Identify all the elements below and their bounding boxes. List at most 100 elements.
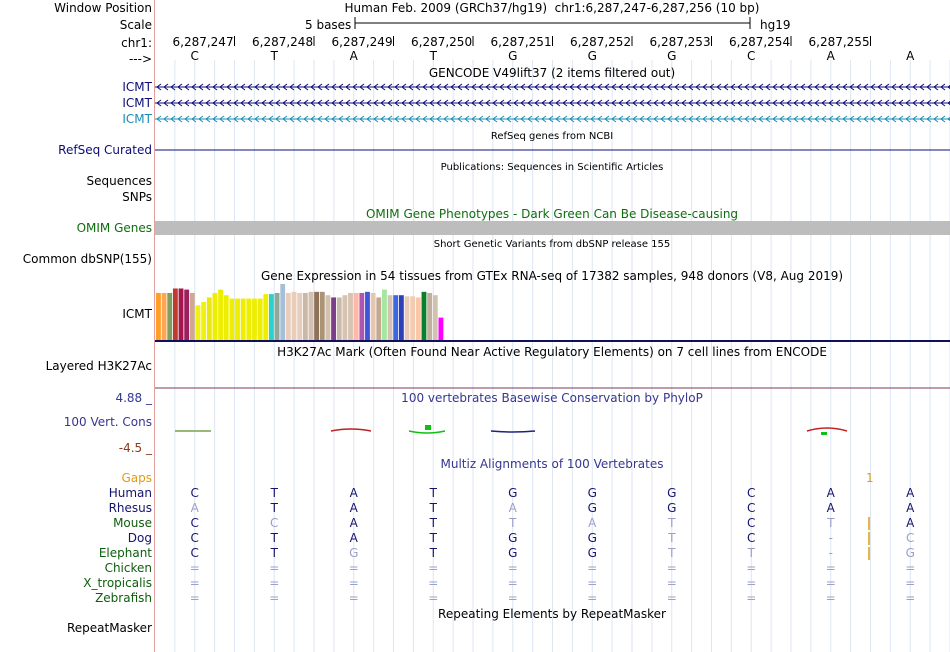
gtex-tissue-bar bbox=[195, 305, 201, 340]
alignment-base: - bbox=[828, 546, 833, 560]
multiz-track-title: Multiz Alignments of 100 Vertebrates bbox=[440, 457, 664, 471]
dbsnp-track-label[interactable]: Common dbSNP(155) bbox=[22, 252, 152, 266]
gencode-strand-arrows bbox=[156, 115, 950, 123]
alignment-base: = bbox=[587, 561, 598, 575]
gencode-strand-arrows bbox=[156, 83, 950, 91]
snps-track-label[interactable]: SNPs bbox=[122, 190, 152, 204]
alignment-base: G bbox=[667, 486, 677, 500]
alignment-base: A bbox=[190, 501, 199, 515]
alignment-base: = bbox=[825, 591, 836, 605]
gtex-tissue-bar bbox=[285, 292, 291, 340]
gtex-tissue-bar bbox=[189, 292, 195, 340]
gtex-tissue-bar bbox=[212, 292, 218, 340]
alignment-base: = bbox=[825, 561, 836, 575]
phylop-track-title: 100 vertebrates Basewise Conservation by… bbox=[401, 391, 703, 405]
reference-base: T bbox=[270, 49, 278, 63]
gaps-label: Gaps bbox=[121, 471, 152, 485]
species-label[interactable]: Chicken bbox=[104, 561, 152, 575]
species-label[interactable]: Human bbox=[108, 486, 152, 500]
reference-base: C bbox=[747, 49, 756, 63]
gaps-count: 1 bbox=[866, 471, 874, 485]
position-label: 6,287,248 bbox=[252, 35, 314, 49]
alignment-base: A bbox=[349, 501, 358, 515]
alignment-base: T bbox=[509, 516, 517, 530]
gtex-tissue-bar bbox=[438, 317, 444, 340]
alignment-base: = bbox=[746, 576, 757, 590]
alignment-base: = bbox=[666, 561, 677, 575]
alignment-base: = bbox=[587, 591, 598, 605]
alignment-base: = bbox=[348, 576, 359, 590]
reference-base: G bbox=[508, 49, 518, 63]
alignment-base: G bbox=[508, 531, 518, 545]
gencode-track-label-1[interactable]: ICMT bbox=[122, 80, 152, 94]
gtex-tissue-bar bbox=[365, 291, 370, 340]
gencode-track-title: GENCODE V49lift37 (2 items filtered out) bbox=[428, 66, 676, 80]
phylop-score-mark bbox=[408, 430, 446, 434]
h3k27ac-track-title: H3K27Ac Mark (Often Found Near Active Re… bbox=[277, 345, 827, 359]
gtex-track-title: Gene Expression in 54 tissues from GTEx … bbox=[260, 269, 844, 283]
alignment-base: A bbox=[826, 501, 835, 515]
reference-base: A bbox=[906, 49, 915, 63]
gtex-tissue-bar bbox=[415, 297, 421, 340]
alignment-base: T bbox=[668, 516, 676, 530]
reference-base: A bbox=[349, 49, 358, 63]
gtex-tissue-bar bbox=[167, 292, 173, 340]
omim-track-label[interactable]: OMIM Genes bbox=[76, 221, 152, 235]
position-label: 6,287,250 bbox=[411, 35, 473, 49]
gtex-tissue-bar bbox=[336, 297, 342, 340]
phylop-track-label[interactable]: 100 Vert. Cons bbox=[63, 415, 152, 429]
alignment-base: = bbox=[428, 576, 439, 590]
gtex-tissue-bar bbox=[291, 291, 297, 340]
scale-db-label: hg19 bbox=[760, 18, 791, 32]
alignment-base: G bbox=[508, 546, 518, 560]
publications-track-title: Publications: Sequences in Scientific Ar… bbox=[440, 162, 664, 173]
alignment-base: C bbox=[906, 531, 915, 545]
gtex-tissue-bar bbox=[161, 292, 167, 340]
omim-phenotype-bar bbox=[155, 221, 950, 235]
alignment-base: C bbox=[190, 546, 199, 560]
alignment-base: = bbox=[905, 576, 916, 590]
alignment-base: = bbox=[587, 576, 598, 590]
gtex-tissue-bar bbox=[156, 292, 161, 340]
alignment-base: A bbox=[349, 486, 358, 500]
alignment-base: T bbox=[429, 501, 437, 515]
species-label[interactable]: Elephant bbox=[98, 546, 152, 560]
alignment-base: T bbox=[270, 531, 278, 545]
gtex-tissue-bar bbox=[404, 296, 410, 340]
alignment-base: T bbox=[429, 486, 437, 500]
alignment-base: T bbox=[429, 546, 437, 560]
gencode-track-label-2[interactable]: ICMT bbox=[122, 96, 152, 110]
alignment-base: G bbox=[667, 501, 677, 515]
species-label[interactable]: Dog bbox=[127, 531, 152, 545]
repeatmasker-track-label[interactable]: RepeatMasker bbox=[66, 621, 152, 635]
gtex-tissue-bar bbox=[184, 289, 190, 340]
gencode-track-label-3[interactable]: ICMT bbox=[122, 112, 152, 126]
alignment-base: T bbox=[747, 546, 755, 560]
species-label[interactable]: Mouse bbox=[113, 516, 152, 530]
alignment-base: = bbox=[746, 561, 757, 575]
alignment-base: = bbox=[507, 576, 518, 590]
alignment-base: - bbox=[828, 531, 833, 545]
track-area[interactable]: Human Feb. 2009 (GRCh37/hg19) chr1:6,287… bbox=[155, 0, 950, 652]
gtex-tissue-bar bbox=[263, 294, 269, 340]
alignment-base: A bbox=[349, 516, 358, 530]
gtex-tissue-bar bbox=[342, 295, 348, 340]
h3k27ac-track-label[interactable]: Layered H3K27Ac bbox=[45, 359, 152, 373]
alignment-base: A bbox=[826, 486, 835, 500]
species-label[interactable]: Zebrafish bbox=[95, 591, 152, 605]
sequences-track-label[interactable]: Sequences bbox=[86, 174, 152, 188]
refseq-track-label[interactable]: RefSeq Curated bbox=[58, 143, 152, 157]
species-label[interactable]: Rhesus bbox=[108, 501, 152, 515]
gtex-tissue-bar bbox=[359, 292, 365, 340]
strand-label: ---> bbox=[128, 52, 152, 66]
gtex-tissue-bar bbox=[280, 284, 286, 340]
track-label-column: Window Position Scale chr1: ---> ICMT IC… bbox=[0, 0, 155, 652]
gtex-track-label[interactable]: ICMT bbox=[122, 307, 152, 321]
phylop-score-mark bbox=[330, 428, 372, 432]
species-label[interactable]: X_tropicalis bbox=[83, 576, 152, 590]
alignment-base: A bbox=[906, 501, 915, 515]
refseq-track-title: RefSeq genes from NCBI bbox=[490, 131, 614, 142]
gtex-tissue-bar bbox=[274, 292, 280, 340]
scale-label: Scale bbox=[119, 18, 152, 32]
